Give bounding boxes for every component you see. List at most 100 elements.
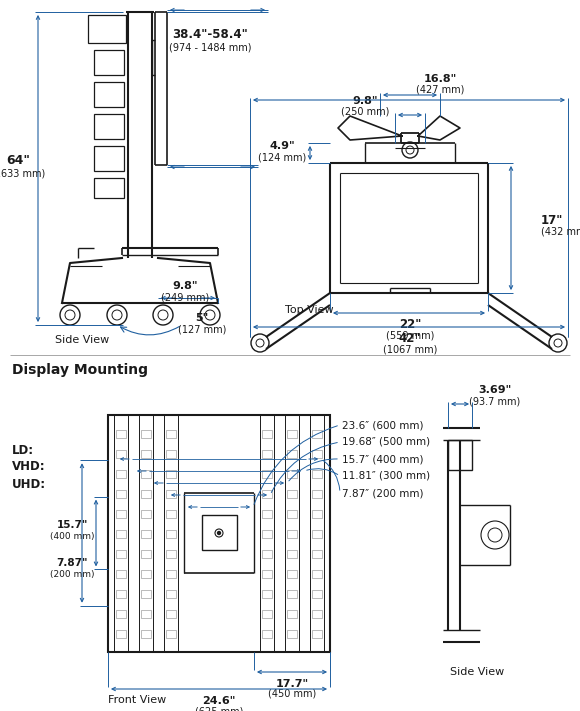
Text: (559 mm): (559 mm) <box>386 330 434 340</box>
Circle shape <box>218 532 220 535</box>
Bar <box>287 470 297 478</box>
Bar <box>115 630 126 638</box>
Text: 3.69": 3.69" <box>478 385 512 395</box>
Text: 11.81″ (300 mm): 11.81″ (300 mm) <box>342 471 430 481</box>
Text: VHD:: VHD: <box>12 461 46 474</box>
Text: (427 mm): (427 mm) <box>416 84 464 94</box>
Bar <box>287 430 297 438</box>
Bar <box>141 430 151 438</box>
Bar <box>94 50 124 75</box>
Text: 22": 22" <box>399 319 421 331</box>
Bar <box>141 450 151 458</box>
Text: (93.7 mm): (93.7 mm) <box>469 396 521 406</box>
Bar <box>313 530 322 538</box>
Bar <box>313 570 322 578</box>
Bar <box>262 550 271 558</box>
Bar <box>287 550 297 558</box>
Text: (450 mm): (450 mm) <box>268 689 316 699</box>
Bar <box>287 530 297 538</box>
Text: LD:: LD: <box>12 444 34 456</box>
Bar <box>114 415 128 652</box>
Bar <box>313 590 322 598</box>
Text: Top View: Top View <box>285 305 333 315</box>
Bar <box>94 114 124 139</box>
Bar <box>262 530 271 538</box>
Text: 17": 17" <box>541 213 563 227</box>
Bar <box>313 550 322 558</box>
Text: (974 - 1484 mm): (974 - 1484 mm) <box>169 42 251 52</box>
Bar <box>287 510 297 518</box>
Text: (625 mm): (625 mm) <box>195 706 243 711</box>
Text: (124 mm): (124 mm) <box>258 153 306 163</box>
Bar <box>141 550 151 558</box>
Text: (400 mm): (400 mm) <box>50 533 94 542</box>
Text: 5": 5" <box>195 313 209 323</box>
Bar <box>262 570 271 578</box>
Bar <box>262 510 271 518</box>
Bar <box>166 510 176 518</box>
Bar <box>115 570 126 578</box>
Bar <box>141 630 151 638</box>
Text: 9.8": 9.8" <box>352 96 378 106</box>
Bar <box>139 415 153 652</box>
Bar <box>166 470 176 478</box>
Bar <box>115 450 126 458</box>
Bar <box>88 15 126 43</box>
Text: UHD:: UHD: <box>12 478 46 491</box>
Text: (432 mm): (432 mm) <box>541 227 580 237</box>
Bar <box>313 510 322 518</box>
Bar <box>166 430 176 438</box>
Bar <box>115 490 126 498</box>
Text: (127 mm): (127 mm) <box>178 325 226 335</box>
Bar <box>166 530 176 538</box>
Bar <box>166 610 176 618</box>
Text: 42": 42" <box>399 333 421 346</box>
Bar <box>141 470 151 478</box>
Bar <box>262 470 271 478</box>
Bar <box>115 530 126 538</box>
Bar <box>94 178 124 198</box>
Bar <box>166 590 176 598</box>
Text: Front View: Front View <box>108 695 166 705</box>
Text: 64": 64" <box>6 154 30 166</box>
Text: (249 mm): (249 mm) <box>161 292 209 302</box>
Bar <box>202 515 237 550</box>
Bar <box>287 450 297 458</box>
Text: (250 mm): (250 mm) <box>341 107 389 117</box>
Text: Side View: Side View <box>450 667 504 677</box>
Bar <box>115 510 126 518</box>
Bar <box>141 490 151 498</box>
Bar <box>262 450 271 458</box>
Bar <box>141 590 151 598</box>
Bar <box>260 415 274 652</box>
Text: 9.8": 9.8" <box>172 281 198 291</box>
Bar <box>287 590 297 598</box>
Bar <box>141 570 151 578</box>
Bar <box>141 530 151 538</box>
Bar <box>262 490 271 498</box>
Text: 19.68″ (500 mm): 19.68″ (500 mm) <box>342 437 430 447</box>
Bar <box>262 590 271 598</box>
Bar <box>115 610 126 618</box>
Bar <box>285 415 299 652</box>
Bar <box>287 490 297 498</box>
Bar <box>115 590 126 598</box>
Bar <box>313 430 322 438</box>
Bar <box>166 550 176 558</box>
Bar <box>262 630 271 638</box>
Text: (1633 mm): (1633 mm) <box>0 168 45 178</box>
Bar <box>166 630 176 638</box>
Text: 4.9": 4.9" <box>269 141 295 151</box>
Bar <box>166 490 176 498</box>
Bar <box>108 415 330 652</box>
Text: (1067 mm): (1067 mm) <box>383 344 437 354</box>
Bar <box>115 430 126 438</box>
Bar <box>166 570 176 578</box>
Bar <box>141 510 151 518</box>
Bar <box>115 550 126 558</box>
Text: 38.4"-58.4": 38.4"-58.4" <box>172 28 248 41</box>
Bar <box>313 490 322 498</box>
Text: 15.7": 15.7" <box>56 520 88 530</box>
Bar <box>313 630 322 638</box>
Text: 15.7″ (400 mm): 15.7″ (400 mm) <box>342 454 423 464</box>
